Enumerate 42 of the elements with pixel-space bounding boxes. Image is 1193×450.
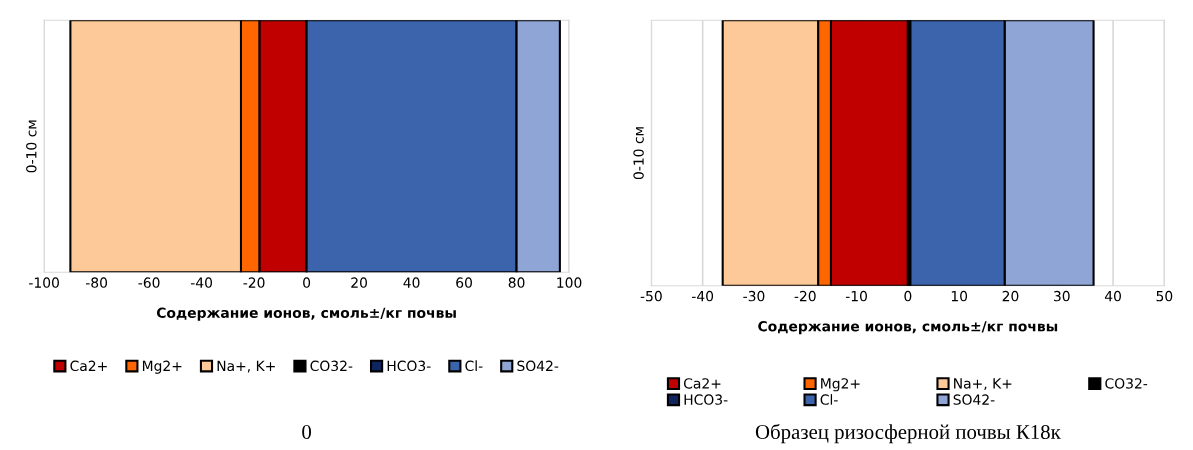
x-tick-label: 100 xyxy=(557,277,582,288)
x-tick-label: -60 xyxy=(138,277,160,288)
y-tick-label: 0-10 см xyxy=(633,127,644,180)
legend-label: Cl- xyxy=(465,360,483,372)
x-tick-label: 20 xyxy=(351,277,368,288)
x-tick-label: -100 xyxy=(29,277,59,288)
x-tick-label: -40 xyxy=(190,277,213,288)
legend-label: Mg2+ xyxy=(821,378,860,392)
x-tick-label: 50 xyxy=(1156,290,1173,302)
legend-label: Na+, K+ xyxy=(217,360,275,373)
x-tick-label: 30 xyxy=(1053,290,1070,302)
x-tick-label: 0 xyxy=(904,290,912,302)
legend-label: HCO3- xyxy=(684,394,728,405)
legend-label: CO32- xyxy=(310,360,353,372)
x-axis-title: Содержание ионов, смоль±/кг почвы xyxy=(156,307,456,321)
legend-label: Ca2+ xyxy=(683,378,721,389)
x-tick-label: 40 xyxy=(1104,290,1121,302)
x-tick-label: -10 xyxy=(845,290,867,302)
x-tick-label: -20 xyxy=(243,277,265,288)
legend-label: HCO3- xyxy=(387,360,431,372)
text: Образец ризосферной почвы К18к xyxy=(755,423,1061,444)
text: 0 xyxy=(302,424,312,440)
x-tick-label: 0 xyxy=(303,277,311,288)
x-tick-label: 60 xyxy=(456,277,472,288)
x-tick-label: 80 xyxy=(508,277,525,288)
x-tick-label: -40 xyxy=(692,290,714,302)
legend-label: Cl- xyxy=(820,394,838,405)
legend-label: CO32- xyxy=(1105,378,1148,389)
y-tick-label: 0-10 см xyxy=(26,120,37,173)
legend-label: SO42- xyxy=(517,360,559,372)
legend-label: Na+, K+ xyxy=(954,378,1012,391)
x-tick-label: 40 xyxy=(403,277,420,288)
x-tick-label: 20 xyxy=(1002,290,1019,302)
legend-label: SO42- xyxy=(953,394,995,405)
x-tick-label: -20 xyxy=(794,290,816,302)
x-axis-title: Содержание ионов, смоль±/кг почвы xyxy=(758,320,1058,335)
x-tick-label: -30 xyxy=(743,290,765,302)
x-tick-label: 10 xyxy=(951,290,968,302)
legend-label: Mg2+ xyxy=(142,360,182,374)
x-tick-label: -80 xyxy=(85,277,108,288)
legend-label: Ca2+ xyxy=(70,360,107,372)
x-tick-label: -50 xyxy=(640,290,662,302)
